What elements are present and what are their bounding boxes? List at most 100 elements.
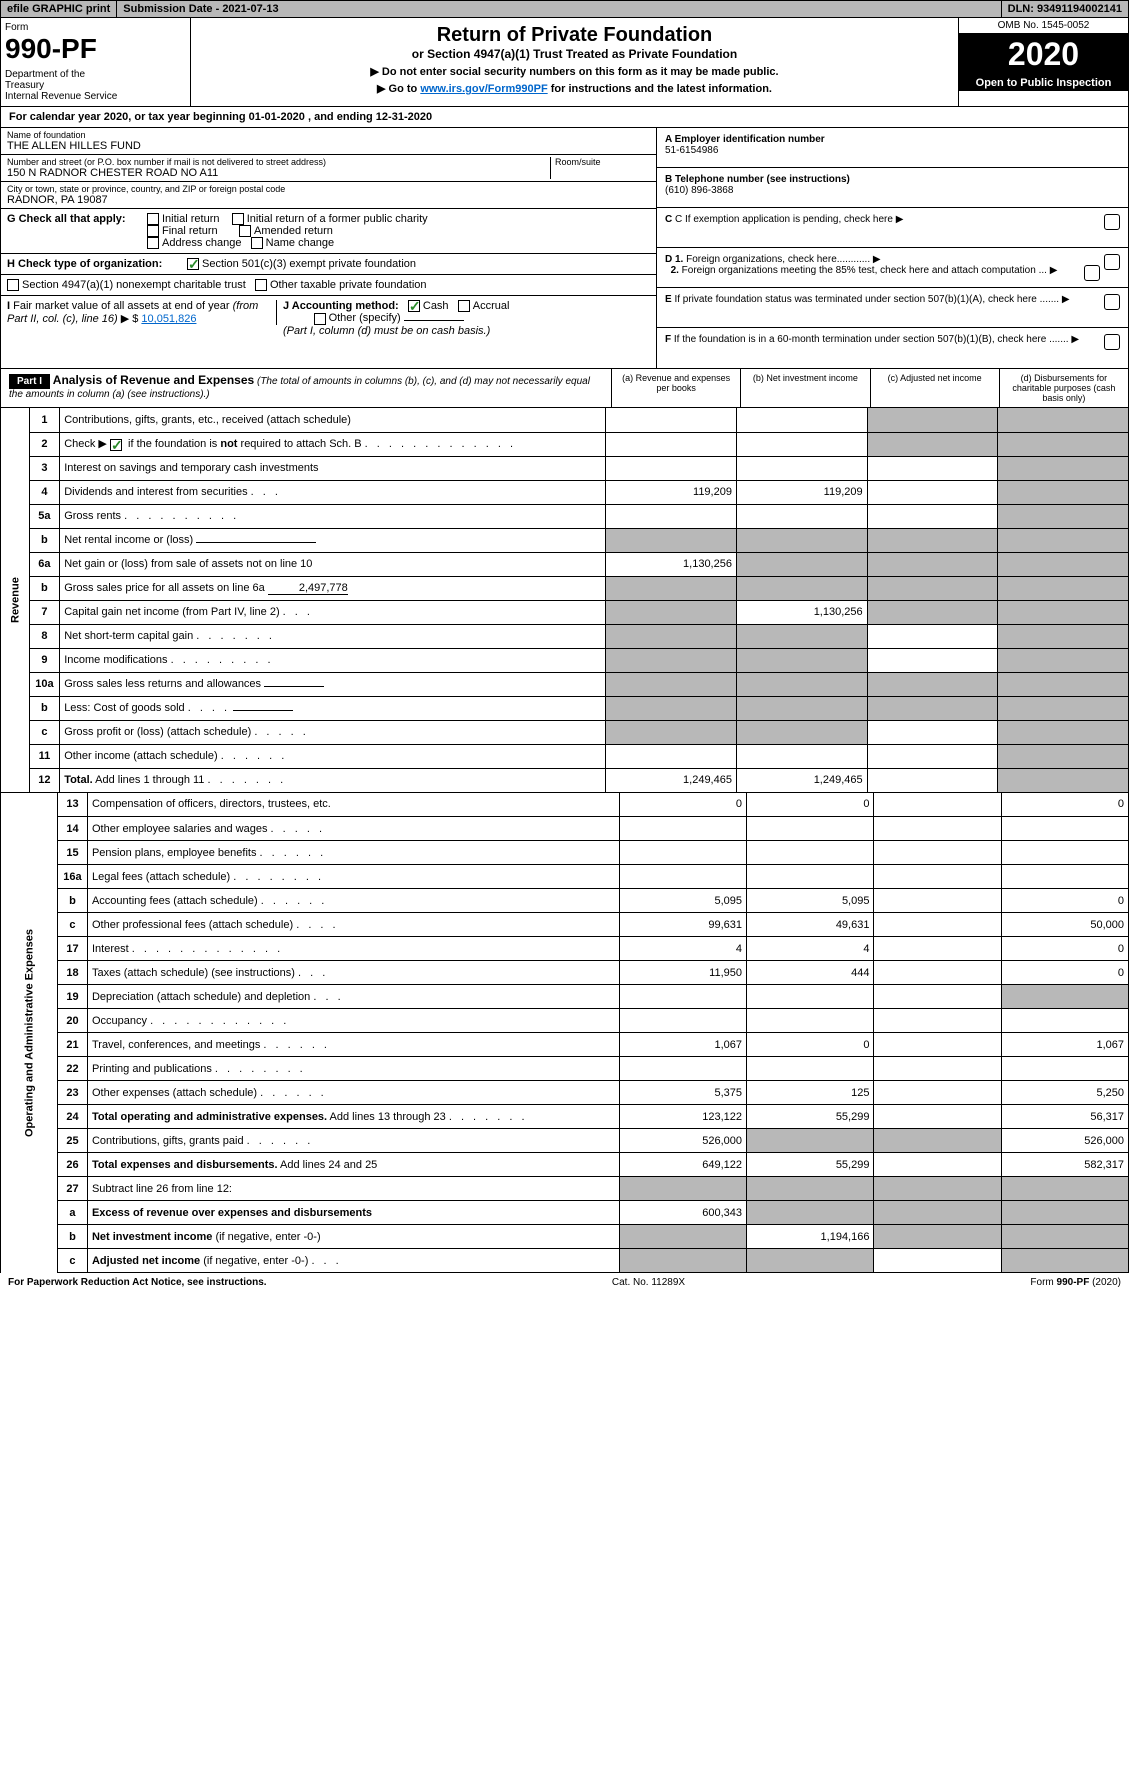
table-row: 10aGross sales less returns and allowanc… bbox=[1, 672, 1129, 696]
table-cell bbox=[867, 504, 998, 528]
table-cell bbox=[874, 1057, 1001, 1081]
open-inspection: Open to Public Inspection bbox=[959, 75, 1128, 91]
submission-date: Submission Date - 2021-07-13 bbox=[117, 1, 1001, 17]
table-cell: 50,000 bbox=[1001, 913, 1128, 937]
form-number: 990-PF bbox=[5, 33, 186, 65]
table-cell bbox=[867, 744, 998, 768]
irs-link[interactable]: www.irs.gov/Form990PF bbox=[420, 83, 547, 95]
table-row: 8Net short-term capital gain . . . . . .… bbox=[1, 624, 1129, 648]
section-h2: Section 4947(a)(1) nonexempt charitable … bbox=[1, 275, 656, 296]
table-row: 24Total operating and administrative exp… bbox=[1, 1105, 1129, 1129]
top-bar: efile GRAPHIC print Submission Date - 20… bbox=[0, 0, 1129, 18]
table-cell bbox=[747, 1057, 874, 1081]
table-row: 7Capital gain net income (from Part IV, … bbox=[1, 600, 1129, 624]
table-cell bbox=[1001, 1177, 1128, 1201]
subtitle: or Section 4947(a)(1) Trust Treated as P… bbox=[197, 47, 952, 61]
table-cell: 444 bbox=[747, 961, 874, 985]
checkbox-other-taxable[interactable] bbox=[255, 279, 267, 291]
checkbox-e[interactable] bbox=[1104, 294, 1120, 310]
ein-cell: A Employer identification number 51-6154… bbox=[657, 128, 1128, 168]
line-number: b bbox=[58, 1225, 88, 1249]
checkbox-address[interactable] bbox=[147, 237, 159, 249]
checkbox-final[interactable] bbox=[147, 225, 159, 237]
table-cell bbox=[747, 1201, 874, 1225]
checkbox-name[interactable] bbox=[251, 237, 263, 249]
table-cell bbox=[606, 456, 737, 480]
table-cell bbox=[619, 1009, 746, 1033]
line-description: Total expenses and disbursements. Add li… bbox=[87, 1153, 619, 1177]
line-number: 14 bbox=[58, 817, 88, 841]
line-description: Other professional fees (attach schedule… bbox=[87, 913, 619, 937]
table-cell bbox=[606, 648, 737, 672]
checkbox-d2[interactable] bbox=[1084, 265, 1100, 281]
table-cell: 5,250 bbox=[1001, 1081, 1128, 1105]
line-description: Occupancy . . . . . . . . . . . . bbox=[87, 1009, 619, 1033]
line-description: Net investment income (if negative, ente… bbox=[87, 1225, 619, 1249]
table-cell bbox=[747, 841, 874, 865]
table-cell bbox=[874, 1129, 1001, 1153]
line-description: Other income (attach schedule) . . . . .… bbox=[60, 744, 606, 768]
line-description: Total operating and administrative expen… bbox=[87, 1105, 619, 1129]
line-description: Gross profit or (loss) (attach schedule)… bbox=[60, 720, 606, 744]
table-cell bbox=[619, 985, 746, 1009]
line-description: Adjusted net income (if negative, enter … bbox=[87, 1249, 619, 1273]
table-cell bbox=[874, 1177, 1001, 1201]
table-row: bNet rental income or (loss) bbox=[1, 528, 1129, 552]
line-description: Gross sales price for all assets on line… bbox=[60, 576, 606, 600]
fmv-link[interactable]: 10,051,826 bbox=[141, 313, 196, 325]
table-cell bbox=[1001, 865, 1128, 889]
table-cell bbox=[867, 576, 998, 600]
header-right: OMB No. 1545-0052 2020 Open to Public In… bbox=[958, 18, 1128, 106]
table-cell bbox=[874, 1225, 1001, 1249]
line-number: 17 bbox=[58, 937, 88, 961]
table-cell bbox=[747, 865, 874, 889]
table-cell bbox=[619, 817, 746, 841]
table-cell: 0 bbox=[1001, 937, 1128, 961]
table-cell: 1,130,256 bbox=[736, 600, 867, 624]
table-row: 2Check ▶ if the foundation is not requir… bbox=[1, 432, 1129, 456]
checkbox-other-method[interactable] bbox=[314, 313, 326, 325]
table-cell: 0 bbox=[1001, 961, 1128, 985]
city-cell: City or town, state or province, country… bbox=[1, 182, 656, 209]
line-number: c bbox=[58, 1249, 88, 1273]
checkbox-cash[interactable] bbox=[408, 300, 420, 312]
side-label: Operating and Administrative Expenses bbox=[1, 793, 58, 1273]
checkbox-d1[interactable] bbox=[1104, 254, 1120, 270]
line-description: Gross rents . . . . . . . . . . bbox=[60, 504, 606, 528]
table-cell bbox=[736, 528, 867, 552]
table-row: 21Travel, conferences, and meetings . . … bbox=[1, 1033, 1129, 1057]
table-cell: 119,209 bbox=[606, 480, 737, 504]
table-cell bbox=[874, 985, 1001, 1009]
table-row: 6aNet gain or (loss) from sale of assets… bbox=[1, 552, 1129, 576]
checkbox-initial[interactable] bbox=[147, 213, 159, 225]
checkbox-c[interactable] bbox=[1104, 214, 1120, 230]
table-cell bbox=[867, 528, 998, 552]
checkbox-f[interactable] bbox=[1104, 334, 1120, 350]
col-b-header: (b) Net investment income bbox=[740, 369, 869, 407]
instruction-2: ▶ Go to www.irs.gov/Form990PF for instru… bbox=[197, 82, 952, 95]
table-row: 22Printing and publications . . . . . . … bbox=[1, 1057, 1129, 1081]
line-number: b bbox=[29, 696, 60, 720]
footer-right: Form 990-PF (2020) bbox=[1030, 1277, 1121, 1288]
table-cell bbox=[867, 624, 998, 648]
table-cell bbox=[747, 817, 874, 841]
table-cell bbox=[874, 1009, 1001, 1033]
checkbox-initial-former[interactable] bbox=[232, 213, 244, 225]
table-cell: 4 bbox=[619, 937, 746, 961]
info-right: A Employer identification number 51-6154… bbox=[656, 128, 1128, 368]
table-row: 19Depreciation (attach schedule) and dep… bbox=[1, 985, 1129, 1009]
table-cell bbox=[747, 1129, 874, 1153]
table-cell bbox=[874, 961, 1001, 985]
table-cell bbox=[736, 696, 867, 720]
line-number: 8 bbox=[29, 624, 60, 648]
dln: DLN: 93491194002141 bbox=[1002, 1, 1128, 17]
footer-left: For Paperwork Reduction Act Notice, see … bbox=[8, 1277, 267, 1288]
expenses-table: Operating and Administrative Expenses13C… bbox=[0, 793, 1129, 1274]
department: Department of theTreasuryInternal Revenu… bbox=[5, 69, 186, 102]
table-row: 12Total. Add lines 1 through 11 . . . . … bbox=[1, 768, 1129, 792]
checkbox-accrual[interactable] bbox=[458, 300, 470, 312]
table-cell: 0 bbox=[747, 1033, 874, 1057]
checkbox-501c3[interactable] bbox=[187, 258, 199, 270]
checkbox-4947[interactable] bbox=[7, 279, 19, 291]
checkbox-amended[interactable] bbox=[239, 225, 251, 237]
